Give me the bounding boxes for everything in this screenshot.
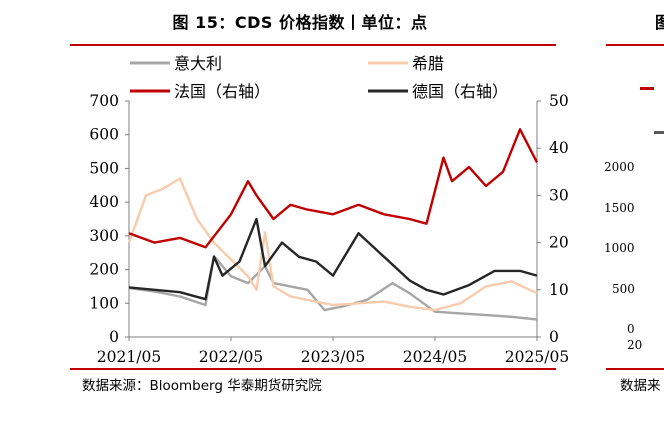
legend-label: 德国（右轴） <box>412 82 508 101</box>
series-line-1 <box>128 254 538 321</box>
next-ytick: 2000 <box>604 160 635 174</box>
x-tick-label: 2023/05 <box>301 348 365 366</box>
x-tick-label: 2022/05 <box>199 348 263 366</box>
next-ytick: 500 <box>612 282 635 296</box>
right-tick-label: 10 <box>549 281 569 299</box>
next-legend-swatch-gray <box>654 131 664 134</box>
next-ytick: 0 <box>627 322 635 336</box>
left-tick-label: 500 <box>89 159 119 177</box>
next-chart-title: 图 <box>655 13 664 32</box>
series-line-4 <box>128 217 538 301</box>
plot-area <box>127 128 539 321</box>
legend-label: 希腊 <box>412 54 444 73</box>
x-tick-label: 2024/05 <box>403 348 467 366</box>
next-legend-swatch-red <box>640 87 654 90</box>
right-tick-label: 20 <box>549 234 569 252</box>
x-tick-label: 2025/05 <box>505 348 569 366</box>
series-line-2 <box>127 177 538 312</box>
chart-title: 图 15：CDS 价格指数丨单位：点 <box>172 13 428 32</box>
left-tick-label: 100 <box>89 294 119 312</box>
legend-label: 法国（右轴） <box>174 82 270 101</box>
left-tick-label: 700 <box>89 92 119 110</box>
next-title-rule <box>606 44 664 46</box>
next-ytick: 1500 <box>604 201 635 215</box>
next-source-note: 数据来 <box>620 378 661 394</box>
right-tick-label: 0 <box>549 328 559 346</box>
right-tick-label: 40 <box>549 139 569 157</box>
series-line-3 <box>128 128 539 249</box>
next-source-rule <box>606 368 664 370</box>
next-ytick: 1000 <box>604 241 635 255</box>
left-tick-label: 600 <box>89 126 119 144</box>
legend-label: 意大利 <box>174 54 222 73</box>
left-tick-label: 200 <box>89 261 119 279</box>
next-xtick: 20 <box>627 338 643 352</box>
axes: 0 100 200 300 400 500 600 700 0 10 20 30 40 50 2021/05… <box>89 92 569 366</box>
left-tick-label: 400 <box>89 193 119 211</box>
title-rule <box>70 44 556 46</box>
source-note: 数据来源：Bloomberg 华泰期货研究院 <box>82 378 322 394</box>
source-rule <box>70 368 556 370</box>
x-tick-label: 2021/05 <box>97 348 161 366</box>
right-tick-label: 30 <box>549 186 569 204</box>
right-tick-label: 50 <box>549 92 569 110</box>
left-tick-label: 0 <box>109 328 119 346</box>
left-tick-label: 300 <box>89 227 119 245</box>
